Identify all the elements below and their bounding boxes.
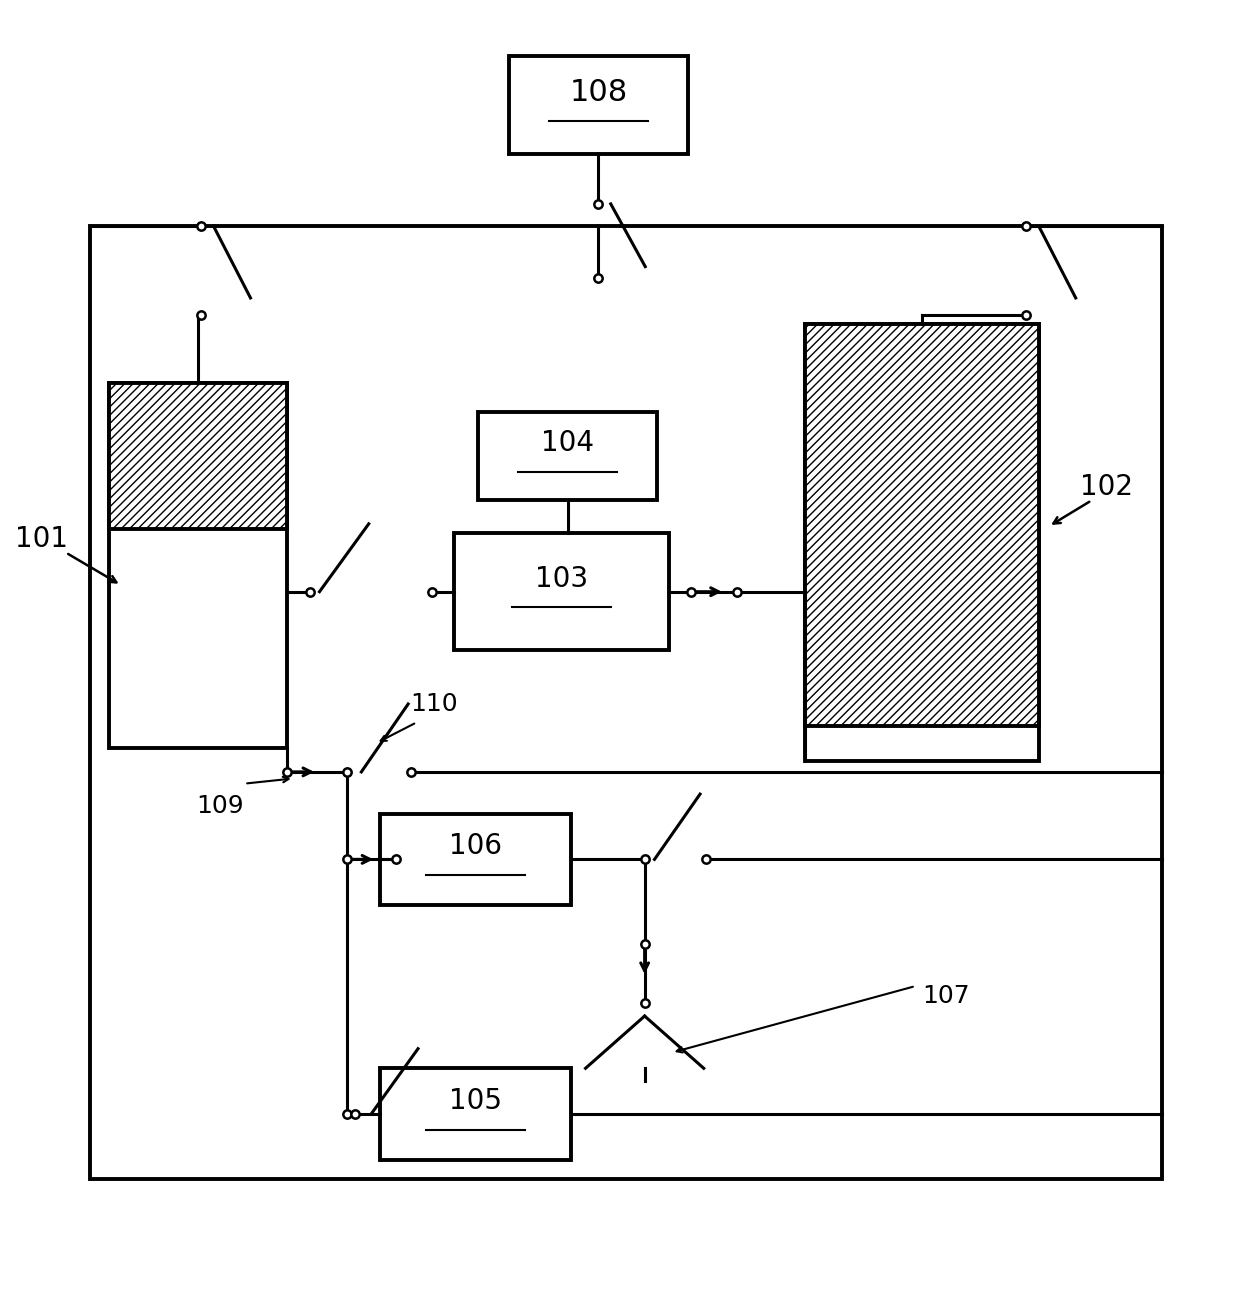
Text: 105: 105: [449, 1087, 502, 1114]
Text: 107: 107: [921, 984, 970, 1008]
Bar: [510, 57, 688, 154]
Bar: [805, 325, 1039, 761]
Text: 104: 104: [541, 428, 594, 457]
Text: 101: 101: [15, 526, 68, 553]
Text: 109: 109: [196, 794, 243, 819]
Text: 106: 106: [449, 832, 502, 861]
Bar: [109, 382, 288, 749]
Bar: [454, 533, 670, 650]
Bar: [109, 382, 288, 530]
Text: 110: 110: [410, 691, 459, 716]
Bar: [479, 411, 657, 501]
Bar: [379, 1068, 570, 1160]
Text: 102: 102: [1080, 473, 1133, 501]
Text: 108: 108: [569, 78, 627, 106]
Bar: [379, 813, 570, 905]
Bar: [805, 325, 1039, 727]
Bar: [91, 226, 1162, 1179]
Text: 103: 103: [534, 565, 588, 593]
